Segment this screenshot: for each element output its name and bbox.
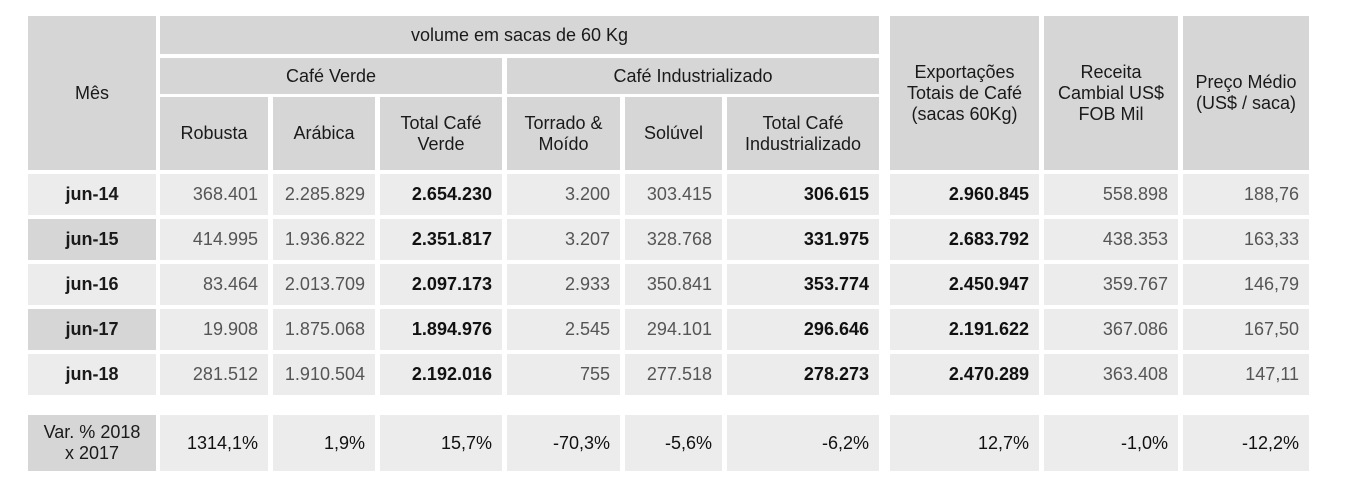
variation-arabica: 1,9% bbox=[273, 415, 375, 471]
cell-total-cafe-verde: 2.097.173 bbox=[380, 264, 502, 305]
variation-torrado: -70,3% bbox=[507, 415, 620, 471]
header-receita: Receita Cambial US$ FOB Mil bbox=[1044, 16, 1178, 170]
cell-torrado: 3.200 bbox=[507, 174, 620, 215]
cell-robusta: 368.401 bbox=[160, 174, 268, 215]
cell-total-cafe-verde: 2.351.817 bbox=[380, 219, 502, 260]
header-volume: volume em sacas de 60 Kg bbox=[160, 16, 879, 54]
variation-soluvel: -5,6% bbox=[625, 415, 722, 471]
cell-robusta: 19.908 bbox=[160, 309, 268, 350]
cell-total-cafe-verde: 2.192.016 bbox=[380, 354, 502, 395]
header-soluvel: Solúvel bbox=[625, 97, 722, 170]
cell-total-cafe-industrializado: 296.646 bbox=[727, 309, 879, 350]
header-preco: Preço Médio (US$ / saca) bbox=[1183, 16, 1309, 170]
header-exportacoes: Exportações Totais de Café (sacas 60Kg) bbox=[890, 16, 1039, 170]
row-month: jun-17 bbox=[28, 309, 156, 350]
header-cafe-industrializado: Café Industrializado bbox=[507, 58, 879, 94]
cell-exportacoes: 2.960.845 bbox=[890, 174, 1039, 215]
cell-torrado: 2.933 bbox=[507, 264, 620, 305]
variation-label: Var. % 2018 x 2017 bbox=[28, 415, 156, 471]
cell-preco: 147,11 bbox=[1183, 354, 1309, 395]
cell-arabica: 1.936.822 bbox=[273, 219, 375, 260]
row-month: jun-16 bbox=[28, 264, 156, 305]
header-cafe-verde: Café Verde bbox=[160, 58, 502, 94]
cell-torrado: 2.545 bbox=[507, 309, 620, 350]
cell-total-cafe-verde: 1.894.976 bbox=[380, 309, 502, 350]
cell-preco: 146,79 bbox=[1183, 264, 1309, 305]
cell-receita: 359.767 bbox=[1044, 264, 1178, 305]
variation-robusta: 1314,1% bbox=[160, 415, 268, 471]
row-month: jun-15 bbox=[28, 219, 156, 260]
cell-soluvel: 277.518 bbox=[625, 354, 722, 395]
header-torrado: Torrado & Moído bbox=[507, 97, 620, 170]
cell-preco: 188,76 bbox=[1183, 174, 1309, 215]
cell-soluvel: 328.768 bbox=[625, 219, 722, 260]
cell-arabica: 1.910.504 bbox=[273, 354, 375, 395]
cell-total-cafe-verde: 2.654.230 bbox=[380, 174, 502, 215]
variation-preco: -12,2% bbox=[1183, 415, 1309, 471]
cell-receita: 367.086 bbox=[1044, 309, 1178, 350]
header-total-cafe-verde: Total Café Verde bbox=[380, 97, 502, 170]
variation-total-cafe-verde: 15,7% bbox=[380, 415, 502, 471]
cell-total-cafe-industrializado: 331.975 bbox=[727, 219, 879, 260]
cell-preco: 167,50 bbox=[1183, 309, 1309, 350]
cell-torrado: 3.207 bbox=[507, 219, 620, 260]
variation-receita: -1,0% bbox=[1044, 415, 1178, 471]
cell-robusta: 281.512 bbox=[160, 354, 268, 395]
cell-torrado: 755 bbox=[507, 354, 620, 395]
cell-robusta: 83.464 bbox=[160, 264, 268, 305]
variation-exportacoes: 12,7% bbox=[890, 415, 1039, 471]
cell-exportacoes: 2.470.289 bbox=[890, 354, 1039, 395]
cell-arabica: 2.285.829 bbox=[273, 174, 375, 215]
cell-receita: 558.898 bbox=[1044, 174, 1178, 215]
header-robusta: Robusta bbox=[160, 97, 268, 170]
cell-soluvel: 294.101 bbox=[625, 309, 722, 350]
cell-soluvel: 350.841 bbox=[625, 264, 722, 305]
cell-receita: 363.408 bbox=[1044, 354, 1178, 395]
cell-exportacoes: 2.450.947 bbox=[890, 264, 1039, 305]
cell-total-cafe-industrializado: 306.615 bbox=[727, 174, 879, 215]
cell-exportacoes: 2.191.622 bbox=[890, 309, 1039, 350]
header-total-cafe-industrializado: Total Café Industrializado bbox=[727, 97, 879, 170]
row-month: jun-14 bbox=[28, 174, 156, 215]
variation-total-cafe-industrializado: -6,2% bbox=[727, 415, 879, 471]
cell-arabica: 1.875.068 bbox=[273, 309, 375, 350]
cell-total-cafe-industrializado: 353.774 bbox=[727, 264, 879, 305]
cell-arabica: 2.013.709 bbox=[273, 264, 375, 305]
header-mes: Mês bbox=[28, 16, 156, 170]
cell-preco: 163,33 bbox=[1183, 219, 1309, 260]
cell-receita: 438.353 bbox=[1044, 219, 1178, 260]
cell-exportacoes: 2.683.792 bbox=[890, 219, 1039, 260]
header-arabica: Arábica bbox=[273, 97, 375, 170]
cell-robusta: 414.995 bbox=[160, 219, 268, 260]
cell-total-cafe-industrializado: 278.273 bbox=[727, 354, 879, 395]
row-month: jun-18 bbox=[28, 354, 156, 395]
cell-soluvel: 303.415 bbox=[625, 174, 722, 215]
